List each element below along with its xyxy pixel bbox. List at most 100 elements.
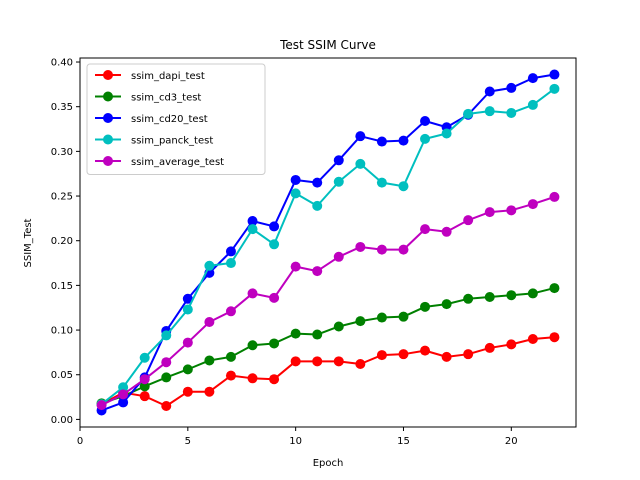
data-point-ssim_cd3_test	[312, 329, 323, 340]
data-point-ssim_cd3_test	[269, 338, 280, 349]
data-point-ssim_panck_test	[225, 258, 236, 269]
data-point-ssim_panck_test	[355, 158, 366, 169]
data-point-ssim_cd3_test	[376, 312, 387, 323]
data-point-ssim_average_test	[96, 400, 107, 411]
data-point-ssim_panck_test	[269, 239, 280, 250]
legend-swatch-marker	[103, 91, 113, 102]
data-point-ssim_average_test	[333, 251, 344, 262]
legend-swatch-marker	[103, 70, 113, 80]
data-point-ssim_average_test	[376, 244, 387, 255]
data-point-ssim_cd20_test	[269, 221, 280, 232]
data-point-ssim_panck_test	[312, 200, 323, 211]
legend-label: ssim_dapi_test	[131, 71, 205, 82]
legend: ssim_dapi_test ssim_cd3_test ssim_cd20_tes…	[86, 63, 266, 175]
data-point-ssim_panck_test	[527, 99, 538, 110]
legend-swatch-marker	[103, 134, 113, 145]
legend-label: ssim_panck_test	[131, 136, 213, 147]
series-line-ssim_cd20_test	[100, 73, 556, 412]
y-tick-label: 0.25	[51, 192, 73, 203]
y-tick-label: 0.15	[51, 281, 73, 292]
data-point-ssim_dapi_test	[269, 374, 280, 385]
data-point-ssim_dapi_test	[484, 342, 495, 353]
data-point-ssim_cd20_test	[420, 115, 431, 126]
data-point-ssim_dapi_test	[506, 339, 517, 350]
legend-swatch-marker	[103, 156, 113, 166]
series-line-ssim_average_test	[100, 195, 556, 407]
y-tick-label: 0.35	[51, 102, 73, 113]
data-point-ssim_dapi_test	[441, 351, 452, 362]
data-point-ssim_cd3_test	[333, 321, 344, 332]
y-axis-label: SSIM_Test	[23, 218, 34, 267]
x-tick-label: 5	[185, 436, 191, 447]
data-point-ssim_cd20_test	[333, 155, 344, 166]
y-tick-label: 0.30	[51, 147, 73, 158]
data-point-ssim_panck_test	[420, 133, 431, 144]
x-tick-label: 15	[397, 436, 410, 447]
data-point-ssim_average_test	[204, 317, 215, 328]
data-point-ssim_average_test	[269, 292, 280, 303]
series-line-ssim_cd3_test	[100, 286, 556, 405]
data-point-ssim_average_test	[247, 288, 258, 299]
data-point-ssim_dapi_test	[247, 373, 258, 384]
legend-box	[86, 63, 266, 175]
data-point-ssim_average_test	[463, 215, 474, 226]
data-point-ssim_average_test	[225, 306, 236, 317]
data-point-ssim_panck_test	[118, 382, 129, 393]
data-point-ssim_cd3_test	[182, 364, 193, 375]
y-tick-label: 0.40	[51, 58, 73, 69]
data-point-ssim_cd3_test	[290, 328, 301, 339]
y-tick-label: 0.20	[51, 236, 73, 247]
data-point-ssim_dapi_test	[312, 356, 323, 367]
data-point-ssim_dapi_test	[225, 370, 236, 381]
data-point-ssim_cd20_test	[225, 246, 236, 257]
data-point-ssim_average_test	[355, 241, 366, 252]
data-point-ssim_cd20_test	[312, 177, 323, 188]
data-point-ssim_dapi_test	[333, 356, 344, 367]
data-point-ssim_cd20_test	[182, 293, 193, 304]
data-point-ssim_cd20_test	[506, 82, 517, 93]
x-tick-label: 0	[77, 436, 83, 447]
data-point-ssim_dapi_test	[355, 359, 366, 370]
y-tick-label: 0.10	[51, 326, 73, 337]
data-point-ssim_dapi_test	[161, 401, 172, 411]
data-point-ssim_average_test	[182, 337, 193, 348]
data-point-ssim_dapi_test	[463, 349, 474, 360]
data-point-ssim_dapi_test	[182, 386, 193, 397]
data-point-ssim_panck_test	[398, 181, 409, 192]
data-point-ssim_average_test	[549, 191, 560, 202]
data-point-ssim_cd3_test	[484, 292, 495, 302]
data-point-ssim_cd3_test	[225, 351, 236, 362]
data-point-ssim_average_test	[527, 199, 538, 210]
data-point-ssim_cd20_test	[484, 86, 495, 97]
data-point-ssim_cd3_test	[161, 372, 172, 383]
series-line-ssim_dapi_test	[100, 336, 556, 407]
data-point-ssim_panck_test	[247, 224, 258, 235]
data-point-ssim_dapi_test	[204, 386, 215, 397]
data-point-ssim_average_test	[161, 357, 172, 368]
plot-frame	[79, 57, 577, 428]
data-point-ssim_average_test	[290, 261, 301, 272]
data-point-ssim_cd3_test	[527, 288, 538, 299]
y-tick-label: 0.00	[51, 415, 73, 426]
data-point-ssim_dapi_test	[290, 356, 301, 367]
data-point-ssim_dapi_test	[139, 391, 150, 402]
data-point-ssim_cd3_test	[549, 283, 560, 294]
data-point-ssim_dapi_test	[549, 332, 560, 343]
data-point-ssim_average_test	[441, 226, 452, 237]
data-point-ssim_cd3_test	[441, 299, 452, 310]
data-point-ssim_cd3_test	[398, 311, 409, 322]
data-point-ssim_panck_test	[182, 304, 193, 315]
x-tick-label: 10	[289, 436, 302, 447]
data-point-ssim_panck_test	[161, 330, 172, 341]
data-point-ssim_cd3_test	[139, 381, 150, 392]
series-line-ssim_panck_test	[100, 87, 556, 406]
data-point-ssim_cd3_test	[506, 290, 517, 301]
legend-swatch-marker	[103, 113, 113, 123]
data-point-ssim_cd3_test	[463, 293, 474, 304]
plot-area	[79, 57, 577, 428]
data-point-ssim_average_test	[398, 244, 409, 255]
data-point-ssim_cd20_test	[247, 216, 258, 227]
x-axis: 0 5 10 15 20	[77, 427, 518, 447]
legend-label: ssim_average_test	[131, 157, 224, 168]
